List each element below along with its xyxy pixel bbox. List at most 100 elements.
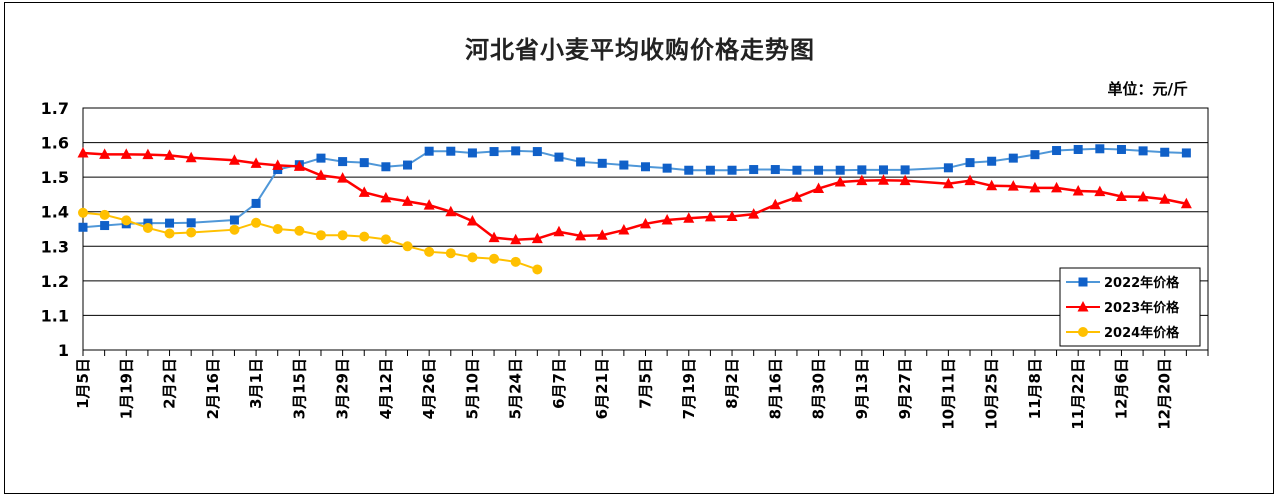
- x-tick-label: 4月26日: [420, 358, 438, 419]
- y-tick-label: 1.2: [41, 272, 69, 291]
- unit-label: 单位：元/斤: [1107, 80, 1188, 98]
- data-point: [229, 224, 240, 235]
- x-tick-label: 11月22日: [1069, 358, 1087, 430]
- x-tick-label: 4月12日: [377, 358, 395, 419]
- data-point: [705, 165, 715, 175]
- data-point: [813, 182, 825, 194]
- data-point: [877, 174, 889, 185]
- data-point: [77, 146, 89, 158]
- data-point: [359, 158, 369, 168]
- data-point: [100, 221, 110, 231]
- data-point: [1029, 181, 1041, 193]
- data-point: [856, 174, 868, 186]
- data-point: [726, 210, 738, 222]
- data-point: [99, 209, 110, 220]
- grid-lines: [82, 107, 1209, 351]
- data-point: [511, 146, 521, 156]
- data-point: [489, 253, 500, 264]
- series-group: [77, 144, 1192, 275]
- data-point: [532, 147, 542, 157]
- axes: 1 1.1 1.2 1.3 1.4 1.5 1.6 1.7 1月5日 1月19日 2月2日 2月16日…: [41, 99, 1209, 430]
- data-point: [791, 191, 803, 202]
- data-point: [554, 152, 564, 162]
- data-point: [965, 158, 975, 168]
- data-point: [1094, 185, 1106, 197]
- data-point: [792, 165, 802, 175]
- data-point: [510, 256, 521, 267]
- data-point: [403, 160, 413, 170]
- data-point: [467, 252, 478, 263]
- data-point: [553, 225, 565, 237]
- data-point: [1052, 146, 1062, 156]
- data-point: [489, 147, 499, 157]
- x-tick-label: 3月1日: [247, 358, 265, 409]
- data-point: [272, 224, 283, 234]
- data-point: [121, 215, 132, 226]
- data-point: [120, 148, 132, 159]
- legend-marker: [1078, 327, 1088, 337]
- data-point: [684, 165, 694, 175]
- data-point: [1072, 184, 1084, 196]
- x-tick-label: 5月24日: [507, 358, 525, 419]
- data-point: [337, 172, 349, 183]
- legend-entry: 2023年价格: [1066, 300, 1180, 316]
- y-tick-label: 1.4: [41, 203, 69, 222]
- y-tick-label: 1: [58, 341, 69, 360]
- data-point: [749, 165, 759, 175]
- data-point: [900, 165, 910, 175]
- data-point: [142, 148, 154, 160]
- data-point: [78, 222, 88, 232]
- data-point: [337, 230, 348, 241]
- x-tick-label: 3月15日: [290, 358, 308, 419]
- data-point: [1073, 144, 1083, 154]
- data-point: [942, 177, 954, 189]
- data-point: [596, 229, 608, 240]
- data-point: [641, 162, 650, 172]
- data-point: [228, 154, 240, 165]
- data-point: [1008, 153, 1018, 163]
- data-point: [1095, 144, 1105, 154]
- data-point: [1159, 193, 1171, 204]
- data-point: [1137, 190, 1149, 202]
- data-point: [1160, 147, 1170, 157]
- data-point: [445, 205, 457, 217]
- data-point: [402, 195, 414, 206]
- data-point: [618, 224, 630, 235]
- data-point: [250, 157, 262, 168]
- legend-label: 2024年价格: [1104, 325, 1180, 341]
- data-point: [1007, 180, 1019, 191]
- data-point: [424, 246, 435, 257]
- data-point: [987, 156, 997, 166]
- data-point: [186, 227, 197, 238]
- x-tick-label: 2月2日: [161, 358, 179, 409]
- x-tick-label: 3月29日: [334, 358, 352, 419]
- data-point: [1116, 144, 1126, 154]
- data-point: [727, 165, 737, 175]
- y-tick-label: 1.1: [41, 306, 69, 325]
- data-point: [575, 229, 587, 241]
- data-point: [359, 231, 370, 242]
- data-point: [531, 232, 543, 244]
- data-point: [857, 165, 867, 175]
- y-tick-label: 1.6: [41, 134, 69, 153]
- series-3: [78, 207, 543, 275]
- series-line: [82, 147, 1187, 229]
- x-tick-label: 2月16日: [204, 358, 222, 419]
- data-point: [78, 207, 88, 218]
- data-point: [488, 231, 500, 243]
- chart-title: 河北省小麦平均收购价格走势图: [465, 36, 815, 64]
- plot-area: [82, 107, 1209, 351]
- x-tick-label: 1月19日: [117, 358, 135, 419]
- data-point: [986, 179, 998, 191]
- x-tick-label: 8月16日: [766, 358, 784, 419]
- data-point: [1115, 190, 1127, 202]
- data-point: [315, 230, 326, 241]
- y-tick-label: 1.7: [41, 99, 69, 118]
- x-tick-label: 7月5日: [637, 358, 655, 409]
- y-tick-label: 1.5: [41, 168, 69, 187]
- x-tick-label: 1月5日: [74, 358, 92, 409]
- data-point: [1051, 181, 1063, 193]
- legend-marker: [1078, 277, 1088, 287]
- data-point: [165, 218, 175, 228]
